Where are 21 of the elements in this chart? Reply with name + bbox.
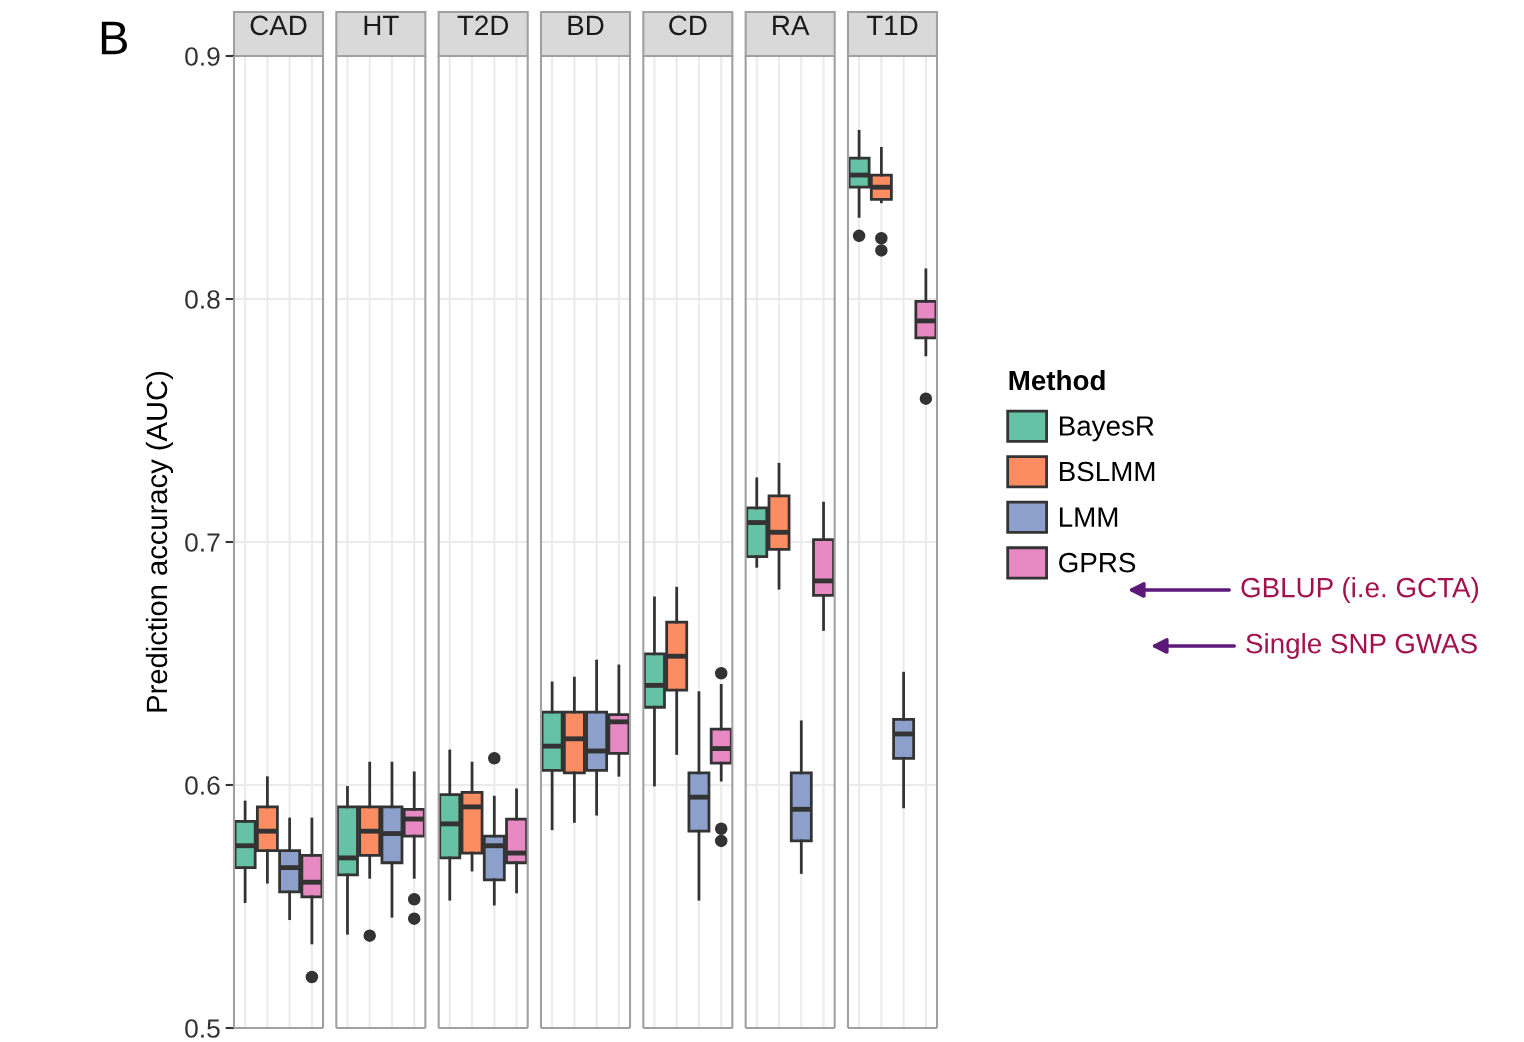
text: GBLUP (i.e. GCTA) (1241, 577, 1479, 603)
x-tick-label: CAD (250, 15, 307, 36)
x-tick-label: BD (568, 15, 604, 35)
x-tick-label: CD (669, 15, 707, 36)
y-tick-label: 0.9 (185, 47, 220, 66)
legend-label: GPRS (1059, 552, 1136, 573)
x-tick-label: T2D (457, 15, 509, 35)
legend-label: BSLMM (1059, 461, 1155, 482)
legend-label: BayesR (1059, 416, 1154, 442)
y-tick-label: 0.7 (185, 533, 220, 552)
x-tick-label: T1D (866, 15, 918, 35)
y-tick-label: 0.6 (185, 776, 220, 795)
y-tick-label: 0.5 (185, 1019, 220, 1038)
y-tick-label: 0.8 (185, 290, 220, 309)
y-axis-title: Prediction accuracy (AUC) (145, 371, 174, 712)
text: Single SNP GWAS (1246, 633, 1477, 659)
legend-title: Method (1009, 369, 1105, 391)
text: B (101, 21, 127, 55)
x-tick-label: HT (364, 15, 399, 35)
legend-label: LMM (1059, 507, 1118, 527)
x-tick-label: RA (773, 15, 810, 35)
